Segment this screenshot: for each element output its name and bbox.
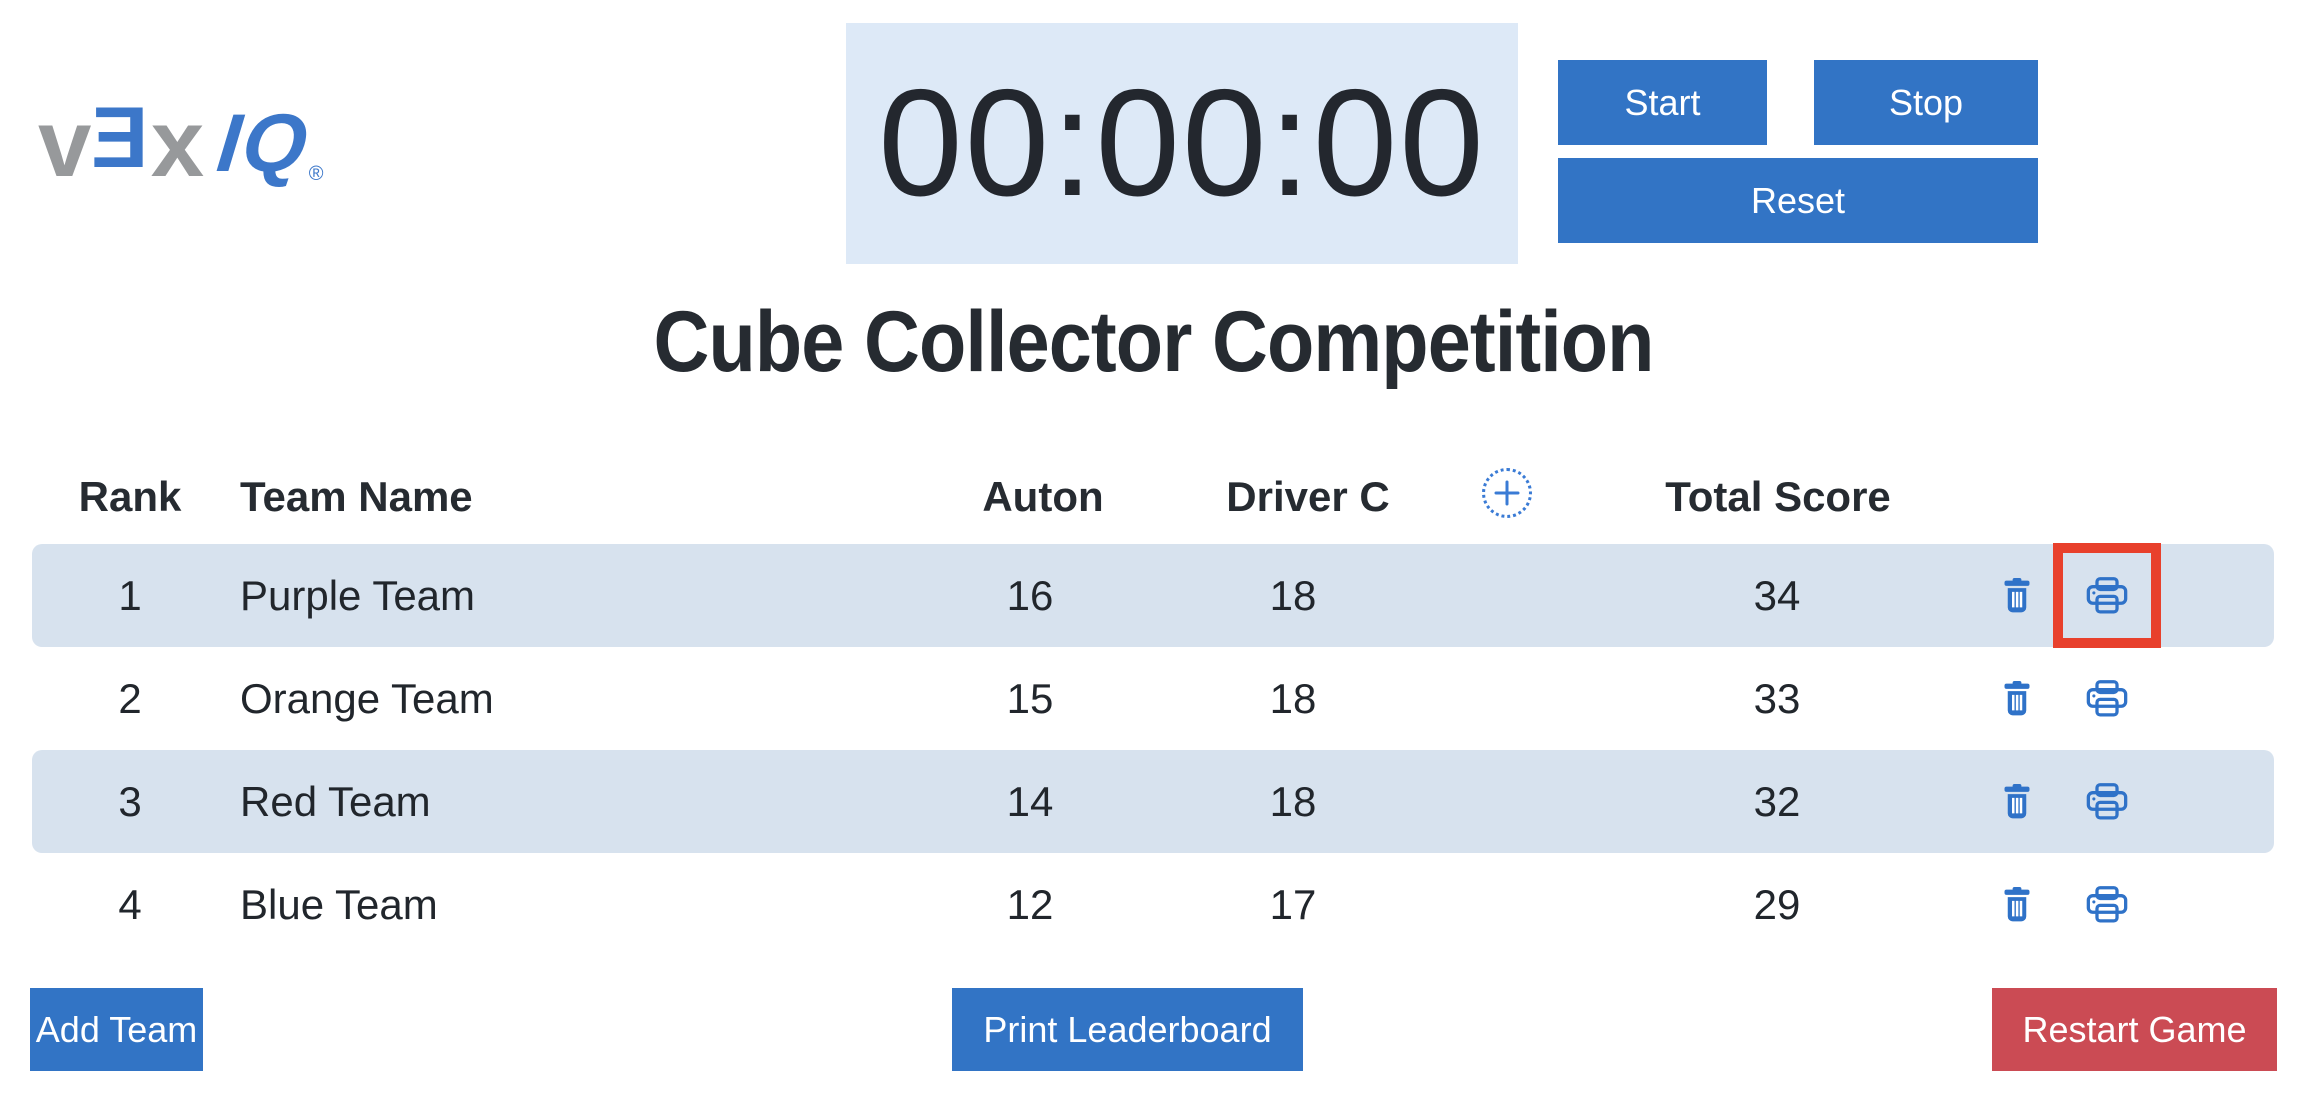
team-name-cell: Orange Team: [240, 675, 494, 722]
driver-score-cell: 17: [1269, 881, 1317, 928]
trash-icon: [2002, 680, 2032, 717]
header-auton: Auton: [982, 473, 1104, 520]
table-row: 1 Purple Team 16 18 34: [32, 543, 2274, 648]
vex-iq-logo: v E x IQ ®: [38, 90, 324, 197]
print-team-button[interactable]: [2079, 544, 2135, 647]
table-row: 3 Red Team 14 18 32: [32, 750, 2274, 853]
total-score-cell: 34: [1753, 572, 1801, 619]
reset-button[interactable]: Reset: [1558, 158, 2038, 243]
auton-score-cell: 15: [1006, 675, 1054, 722]
rank-cell: 2: [118, 675, 142, 722]
header-rank: Rank: [78, 473, 182, 520]
rank-cell: 1: [118, 572, 142, 619]
start-button[interactable]: Start: [1558, 60, 1767, 145]
logo-iq: IQ: [213, 98, 314, 189]
trash-icon: [2002, 886, 2032, 923]
stop-button[interactable]: Stop: [1814, 60, 2038, 145]
team-name-cell: Blue Team: [240, 881, 438, 928]
auton-score-cell: 16: [1006, 572, 1054, 619]
timer-value: 00:00:00: [878, 58, 1486, 228]
table-row: 2 Orange Team 15 18 33: [32, 647, 2274, 750]
printer-icon: [2086, 782, 2128, 821]
total-score-cell: 29: [1753, 881, 1801, 928]
printer-icon: [2086, 885, 2128, 924]
auton-score-cell: 14: [1006, 778, 1054, 825]
delete-team-button[interactable]: [1989, 544, 2045, 647]
print-team-button[interactable]: [2079, 750, 2135, 853]
print-team-button[interactable]: [2079, 853, 2135, 956]
print-team-button[interactable]: [2079, 647, 2135, 750]
print-leaderboard-button[interactable]: Print Leaderboard: [952, 988, 1303, 1071]
delete-team-button[interactable]: [1989, 750, 2045, 853]
registered-trademark-icon: ®: [308, 163, 324, 185]
driver-score-cell: 18: [1269, 675, 1317, 722]
printer-icon: [2086, 679, 2128, 718]
header-total-score: Total Score: [1665, 473, 1891, 520]
leaderboard-rows: 1 Purple Team 16 18 34: [32, 543, 2274, 956]
delete-team-button[interactable]: [1989, 647, 2045, 750]
driver-score-cell: 18: [1269, 572, 1317, 619]
logo-letter-x: x: [150, 90, 204, 197]
plus-circle-dashed-icon: [1493, 479, 1521, 507]
printer-icon: [2086, 576, 2128, 615]
logo-letter-e-reversed: E: [91, 90, 149, 186]
add-column-button[interactable]: [1482, 468, 1532, 518]
auton-score-cell: 12: [1006, 881, 1054, 928]
total-score-cell: 33: [1753, 675, 1801, 722]
trash-icon: [2002, 783, 2032, 820]
team-name-cell: Purple Team: [240, 572, 476, 619]
timer-display: 00:00:00: [846, 23, 1518, 264]
trash-icon: [2002, 577, 2032, 614]
restart-game-button[interactable]: Restart Game: [1992, 988, 2277, 1071]
leaderboard-header-row: Rank Team Name Auton Driver C Total Scor…: [0, 462, 2308, 544]
rank-cell: 3: [118, 778, 142, 825]
driver-score-cell: 18: [1269, 778, 1317, 825]
header-team-name: Team Name: [240, 473, 473, 520]
header-driver: Driver C: [1226, 473, 1390, 520]
rank-cell: 4: [118, 881, 142, 928]
delete-team-button[interactable]: [1989, 853, 2045, 956]
logo-letter-v: v: [38, 90, 91, 197]
team-name-cell: Red Team: [240, 778, 431, 825]
table-row: 4 Blue Team 12 17 29: [32, 853, 2274, 956]
page-title: Cube Collector Competition: [653, 294, 1655, 390]
total-score-cell: 32: [1753, 778, 1801, 825]
add-team-button[interactable]: Add Team: [30, 988, 203, 1071]
